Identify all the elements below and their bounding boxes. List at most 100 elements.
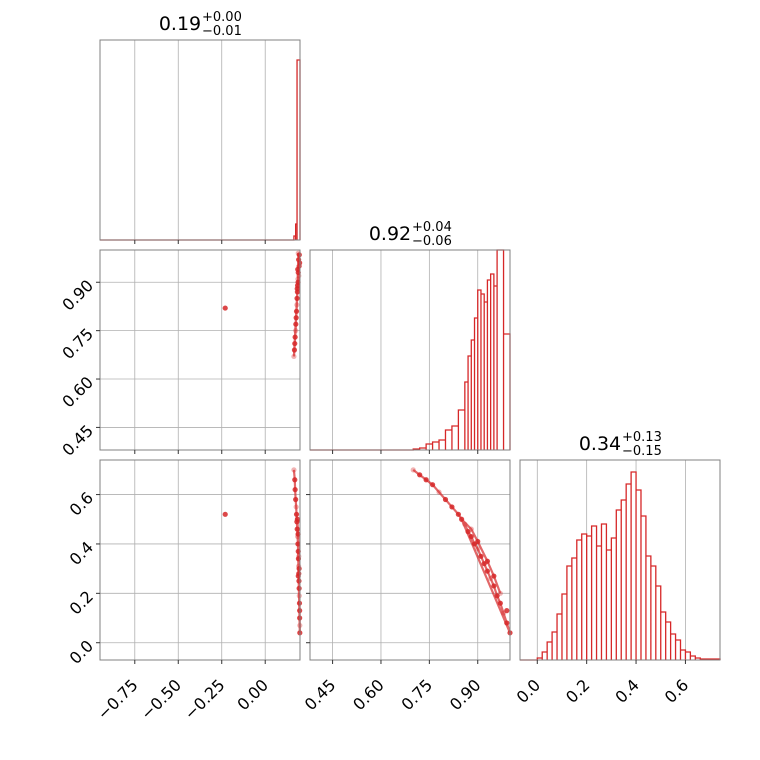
x-tick-label: −0.75: [94, 675, 142, 723]
histogram-bin: [484, 302, 487, 450]
histogram-bin: [494, 286, 497, 450]
histogram-bin: [626, 484, 631, 660]
histogram-bin: [562, 594, 567, 660]
x-tick-label: 0.75: [398, 675, 437, 714]
panel-title-lower-error: −0.01: [202, 24, 242, 39]
histogram-bin: [651, 566, 656, 660]
histogram-bin: [452, 426, 458, 450]
histogram-bin: [616, 510, 621, 660]
histogram-bin: [680, 650, 685, 660]
x-tick-label: 0.0: [513, 675, 544, 706]
x-tick-label: −0.50: [137, 675, 185, 723]
histogram-bin: [656, 586, 661, 660]
histogram-step-line: [310, 249, 511, 451]
histogram-bin: [601, 524, 606, 660]
histogram-bin: [661, 612, 666, 660]
scatter-point: [222, 305, 228, 311]
x-tick-label: 0.90: [446, 675, 485, 714]
histogram-bin: [666, 622, 671, 660]
histogram-bin: [542, 652, 547, 660]
panel-title-value: 0.19: [159, 13, 201, 35]
panel-title-lower-error: −0.15: [622, 444, 662, 459]
x-tick-label: 0.45: [301, 675, 340, 714]
histogram-bin: [445, 430, 451, 450]
histogram-bin: [497, 250, 503, 450]
panel-frame: [309, 249, 511, 451]
histogram-bin: [685, 652, 690, 660]
histogram-step-line: [520, 471, 721, 661]
histogram-bin: [587, 536, 592, 660]
histogram-bin: [636, 490, 641, 660]
histogram-bin: [641, 516, 646, 660]
histogram-bin: [481, 294, 484, 450]
histogram-step-line: [100, 59, 301, 241]
histogram-bin: [294, 236, 296, 240]
histogram-bin: [552, 632, 557, 660]
histogram-bin: [582, 534, 587, 660]
scatter-point: [222, 511, 228, 517]
panel-title-lower-error: −0.06: [412, 234, 452, 249]
histogram-bin: [690, 656, 695, 660]
x-tick-label: 0.60: [349, 675, 388, 714]
histogram-bin: [631, 472, 636, 660]
panel-title-upper-error: +0.04: [412, 220, 452, 235]
density-contour: [292, 253, 301, 357]
histogram-bin: [676, 640, 681, 660]
histogram-bin: [426, 444, 432, 450]
y-tick-label: 0.2: [66, 587, 97, 618]
y-tick-label: 0.45: [58, 421, 97, 460]
y-tick-label: 0.90: [58, 276, 97, 315]
histogram-bin: [592, 526, 597, 660]
scatter-panel-p0-p2: −0.75−0.50−0.25 0.00 0.0 0.2 0.4 0.6: [66, 459, 303, 723]
histogram-bin: [471, 340, 474, 450]
histogram-bin: [504, 334, 510, 450]
histogram-bin: [465, 382, 468, 450]
histogram-panel-p0: 0.19 +0.00−0.01: [99, 10, 301, 244]
y-tick-label: 0.75: [58, 324, 97, 363]
histogram-bin: [577, 540, 582, 660]
histogram-bin: [296, 224, 297, 240]
histogram-bin: [557, 614, 562, 660]
panel-title-value: 0.34: [579, 433, 621, 455]
y-tick-label: 0.0: [66, 636, 97, 667]
density-contour: [412, 469, 512, 634]
histogram-bin: [487, 280, 490, 450]
histogram-panel-p2: 0.34 +0.13−0.15 0.0 0.2 0.4 0.6: [513, 430, 721, 707]
x-tick-label: 0.6: [661, 675, 692, 706]
panel-frame: [99, 249, 301, 451]
panel-frame: [99, 39, 301, 241]
histogram-bin: [572, 558, 577, 660]
panel-title-upper-error: +0.00: [202, 10, 242, 25]
histogram-bin: [567, 566, 572, 660]
y-tick-label: 0.6: [66, 488, 97, 519]
histogram-bin: [671, 634, 676, 660]
histogram-bin: [458, 410, 464, 450]
histogram-bin: [439, 440, 445, 450]
histogram-bin: [478, 290, 481, 450]
panel-frame: [309, 459, 511, 661]
scatter-point: [504, 608, 510, 614]
histogram-bin: [597, 546, 602, 660]
histogram-bin: [475, 318, 478, 450]
x-tick-label: 0.4: [611, 675, 642, 706]
histogram-bin: [606, 550, 611, 660]
density-contour: [292, 469, 301, 633]
histogram-panel-p1: 0.92 +0.04−0.06: [309, 220, 511, 454]
histogram-bin: [433, 442, 439, 450]
histogram-bin: [491, 274, 494, 450]
x-tick-label: −0.25: [180, 675, 228, 723]
x-tick-label: 0.00: [233, 675, 272, 714]
histogram-bin: [646, 556, 651, 660]
y-tick-label: 0.60: [58, 373, 97, 412]
panel-frame: [519, 459, 721, 661]
histogram-bin: [611, 538, 616, 660]
y-tick-label: 0.4: [66, 538, 97, 569]
histogram-bin: [621, 500, 626, 660]
panel-title-value: 0.92: [369, 223, 411, 245]
histogram-bin: [547, 642, 552, 660]
histogram-bin: [468, 356, 471, 450]
x-tick-label: 0.2: [562, 675, 593, 706]
scatter-panel-p0-p1: 0.45 0.60 0.75 0.90: [58, 249, 303, 460]
panel-title-upper-error: +0.13: [622, 430, 662, 445]
